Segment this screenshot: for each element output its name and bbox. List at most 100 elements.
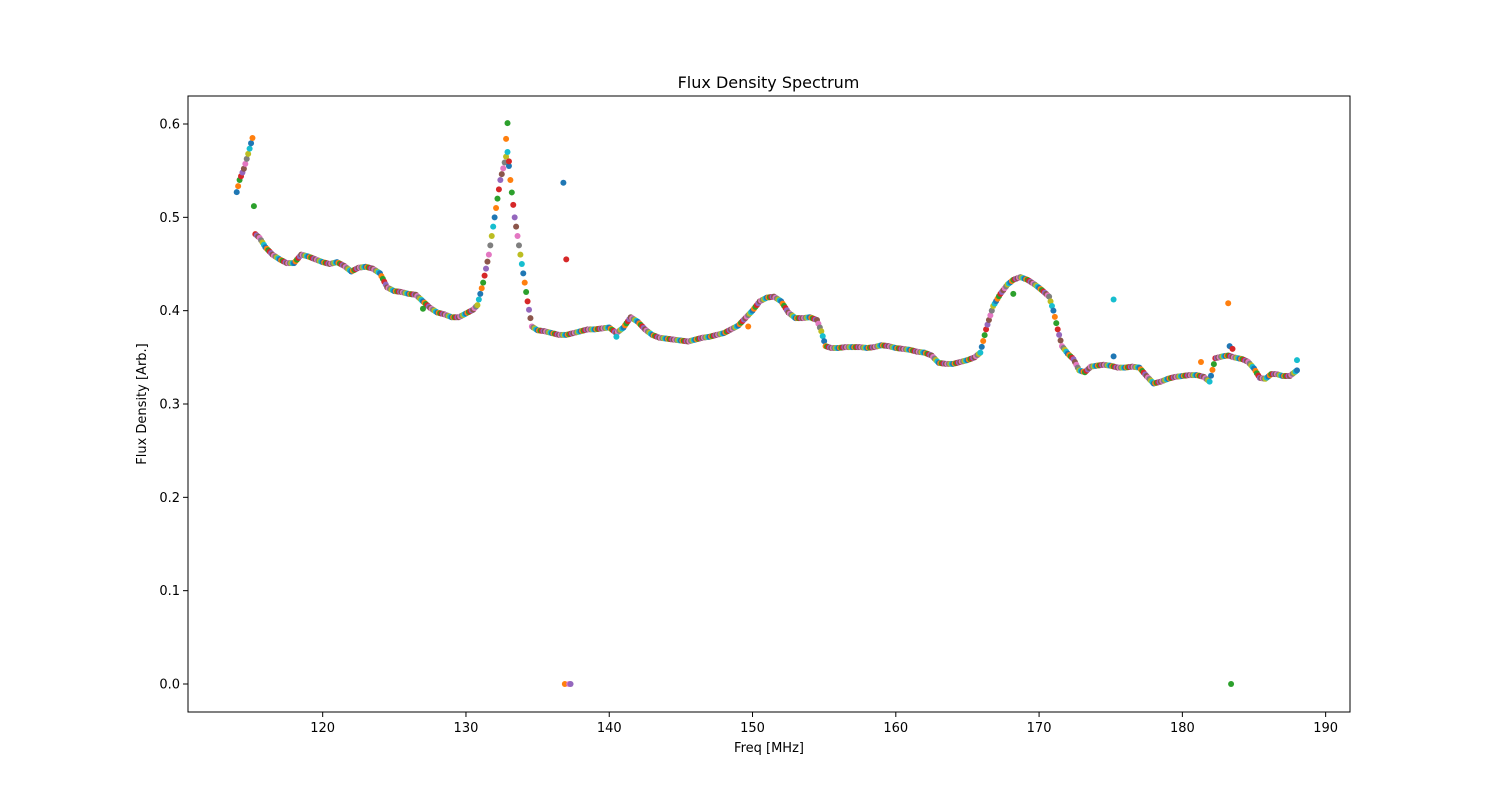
data-point bbox=[1293, 367, 1300, 374]
data-point bbox=[1057, 337, 1064, 344]
data-point bbox=[485, 251, 492, 258]
data-point bbox=[523, 289, 530, 295]
data-point bbox=[505, 163, 512, 169]
data-point bbox=[242, 160, 249, 167]
data-point bbox=[1047, 298, 1054, 305]
data-point bbox=[981, 332, 988, 339]
data-point bbox=[520, 270, 527, 277]
data-point bbox=[515, 242, 522, 249]
x-tick-label: 180 bbox=[1170, 721, 1195, 736]
data-point bbox=[1046, 293, 1053, 300]
data-point bbox=[988, 307, 995, 314]
data-point bbox=[477, 290, 484, 297]
data-point bbox=[480, 279, 487, 286]
data-point bbox=[508, 189, 515, 196]
chart-title: Flux Density Spectrum bbox=[678, 73, 860, 92]
outlier-point bbox=[505, 158, 512, 165]
data-point bbox=[1209, 366, 1216, 373]
y-tick-label: 0.3 bbox=[159, 398, 180, 413]
outlier-point bbox=[504, 120, 511, 127]
data-point bbox=[503, 153, 510, 160]
outlier-point bbox=[1293, 357, 1300, 364]
data-point bbox=[978, 343, 985, 350]
data-point bbox=[518, 261, 525, 267]
data-point bbox=[494, 195, 501, 202]
data-point bbox=[488, 233, 495, 239]
data-point bbox=[495, 186, 502, 193]
data-point bbox=[504, 149, 511, 155]
data-point bbox=[1056, 331, 1063, 338]
data-point bbox=[243, 155, 250, 162]
y-axis-ticks: 0.0 0.1 0.2 0.3 0.4 0.5 0.6 bbox=[159, 118, 188, 693]
data-point bbox=[478, 285, 485, 292]
data-point bbox=[240, 165, 247, 172]
data-point bbox=[510, 201, 517, 208]
y-tick-label: 0.4 bbox=[159, 304, 180, 319]
data-point bbox=[984, 321, 991, 328]
data-point bbox=[248, 140, 255, 147]
data-point bbox=[980, 338, 987, 344]
x-tick-label: 170 bbox=[1027, 721, 1052, 736]
outlier-point bbox=[1010, 290, 1017, 297]
data-point bbox=[483, 265, 490, 272]
data-point bbox=[527, 315, 534, 322]
data-point bbox=[977, 349, 984, 356]
data-point bbox=[491, 214, 498, 221]
outlier-point bbox=[1110, 353, 1117, 360]
x-axis-label: Freq [MHz] bbox=[734, 741, 804, 756]
data-point bbox=[514, 233, 521, 239]
data-point bbox=[500, 165, 507, 172]
x-tick-label: 140 bbox=[597, 721, 622, 736]
data-point bbox=[1206, 378, 1213, 385]
outlier-point bbox=[745, 323, 752, 330]
y-tick-label: 0.5 bbox=[159, 211, 180, 226]
data-point bbox=[250, 203, 257, 210]
outlier-point bbox=[503, 135, 510, 142]
outlier-point bbox=[560, 179, 567, 186]
data-point bbox=[983, 326, 990, 333]
data-point bbox=[475, 296, 482, 303]
outlier-point bbox=[1228, 681, 1235, 687]
plot-area-frame bbox=[187, 95, 1351, 713]
y-tick-label: 0.6 bbox=[159, 118, 180, 133]
outlier-point bbox=[1229, 345, 1236, 352]
data-point bbox=[821, 338, 828, 345]
data-point bbox=[487, 242, 494, 249]
data-point bbox=[521, 279, 528, 286]
data-point bbox=[511, 214, 518, 221]
y-tick-label: 0.1 bbox=[159, 584, 180, 599]
data-point bbox=[235, 183, 242, 190]
data-point bbox=[1051, 313, 1058, 320]
data-point bbox=[819, 333, 826, 340]
data-point bbox=[985, 317, 992, 323]
data-point bbox=[497, 177, 504, 183]
data-point bbox=[474, 302, 481, 309]
outlier-point bbox=[1225, 300, 1232, 307]
data-point bbox=[481, 272, 488, 279]
outlier-point bbox=[561, 681, 568, 687]
y-tick-label: 0.0 bbox=[159, 678, 180, 693]
data-point bbox=[1208, 372, 1215, 379]
outlier-point bbox=[1110, 296, 1117, 303]
outlier-point bbox=[567, 681, 574, 687]
data-point bbox=[507, 177, 514, 183]
data-point bbox=[526, 306, 533, 313]
data-point bbox=[1048, 303, 1055, 309]
data-point bbox=[246, 145, 253, 152]
data-point bbox=[987, 312, 994, 319]
data-point bbox=[490, 223, 497, 230]
data-point bbox=[484, 258, 491, 265]
x-tick-label: 190 bbox=[1313, 721, 1338, 736]
outlier-point bbox=[613, 333, 620, 340]
data-point bbox=[1053, 320, 1060, 327]
data-points bbox=[233, 120, 1300, 687]
outlier-point bbox=[563, 256, 570, 263]
data-point bbox=[245, 150, 252, 157]
y-axis-label: Flux Density [Arb.] bbox=[135, 343, 150, 464]
y-tick-label: 0.2 bbox=[159, 491, 180, 506]
x-tick-label: 160 bbox=[883, 721, 908, 736]
x-tick-label: 150 bbox=[740, 721, 765, 736]
x-tick-label: 130 bbox=[454, 721, 479, 736]
